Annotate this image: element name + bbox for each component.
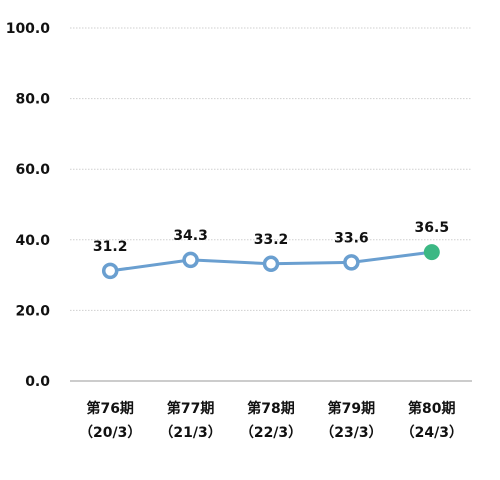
data-point — [343, 254, 360, 271]
data-label: 33.6 — [334, 230, 369, 246]
series: 31.2 34.3 33.2 33.6 36.5 — [93, 220, 450, 280]
data-point — [262, 255, 280, 273]
x-tick-sublabel: （23/3） — [320, 425, 382, 441]
x-tick-label: 第77期 — [167, 400, 214, 417]
x-tick-sublabel: （24/3） — [401, 425, 463, 441]
data-label: 33.2 — [254, 232, 289, 248]
data-point — [182, 251, 199, 269]
y-tick-label: 80.0 — [15, 92, 50, 108]
data-label: 36.5 — [415, 220, 450, 236]
x-tick-sublabel: （20/3） — [79, 425, 141, 441]
data-label: 34.3 — [173, 228, 208, 244]
x-tick-label: 第79期 — [328, 400, 375, 417]
y-tick-label: 100.0 — [6, 21, 51, 37]
gridlines — [70, 27, 472, 311]
x-axis: 第76期 （20/3） 第77期 （21/3） 第78期 （22/3） 第79期 （23/3）… — [70, 380, 472, 441]
data-point — [101, 262, 119, 280]
y-tick-label: 60.0 — [15, 162, 50, 178]
y-tick-label: 40.0 — [15, 233, 50, 249]
x-tick-label: 第76期 — [86, 400, 133, 417]
y-tick-label: 0.0 — [25, 374, 50, 390]
x-tick-sublabel: （22/3） — [240, 425, 302, 441]
data-label: 31.2 — [93, 239, 128, 255]
x-tick-label: 第78期 — [247, 400, 294, 417]
y-tick-label: 20.0 — [15, 303, 50, 319]
x-tick-sublabel: （21/3） — [159, 425, 221, 441]
y-axis: 100.0 80.0 60.0 40.0 20.0 0.0 — [6, 21, 51, 390]
x-tick-label: 第80期 — [408, 400, 455, 417]
data-point-highlight — [423, 244, 440, 261]
